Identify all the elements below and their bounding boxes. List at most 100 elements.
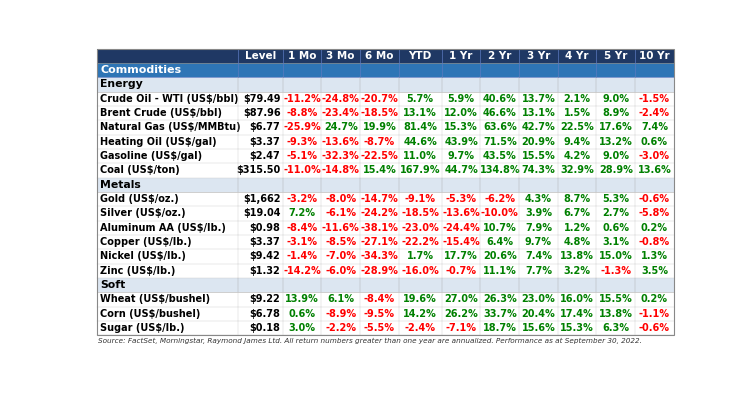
- Text: $1.32: $1.32: [250, 266, 280, 276]
- Text: 8.9%: 8.9%: [602, 108, 629, 118]
- Text: -8.9%: -8.9%: [326, 309, 356, 319]
- Text: -11.2%: -11.2%: [284, 94, 321, 104]
- Text: 6.7%: 6.7%: [564, 208, 591, 219]
- Text: 13.1%: 13.1%: [404, 108, 437, 118]
- Text: -24.2%: -24.2%: [361, 208, 398, 219]
- Text: -27.1%: -27.1%: [361, 237, 398, 247]
- Text: 10 Yr: 10 Yr: [639, 51, 670, 61]
- Text: -2.2%: -2.2%: [326, 323, 356, 333]
- Text: 9.0%: 9.0%: [602, 151, 629, 161]
- Text: -23.0%: -23.0%: [401, 223, 439, 233]
- Text: 3.0%: 3.0%: [289, 323, 316, 333]
- Text: 0.6%: 0.6%: [641, 137, 668, 147]
- Text: 20.4%: 20.4%: [521, 309, 555, 319]
- Text: $0.18: $0.18: [250, 323, 280, 333]
- Text: -14.7%: -14.7%: [361, 194, 398, 204]
- Text: 24.7%: 24.7%: [324, 123, 358, 132]
- Bar: [97, 49, 674, 63]
- Text: Sugar (US$/lb.): Sugar (US$/lb.): [100, 323, 184, 333]
- Text: 9.4%: 9.4%: [564, 137, 591, 147]
- Text: Gasoline (US$/gal): Gasoline (US$/gal): [100, 151, 202, 161]
- Text: 44.7%: 44.7%: [444, 165, 478, 175]
- Text: 15.3%: 15.3%: [444, 123, 478, 132]
- Text: 33.7%: 33.7%: [483, 309, 517, 319]
- Text: -0.6%: -0.6%: [639, 323, 670, 333]
- Text: 15.4%: 15.4%: [362, 165, 396, 175]
- Text: 6.3%: 6.3%: [602, 323, 629, 333]
- Text: 9.7%: 9.7%: [525, 237, 552, 247]
- Text: 22.5%: 22.5%: [560, 123, 594, 132]
- Text: 4.3%: 4.3%: [525, 194, 552, 204]
- Text: 3 Mo: 3 Mo: [326, 51, 355, 61]
- Bar: [97, 307, 674, 321]
- Text: $2.47: $2.47: [250, 151, 280, 161]
- Text: 7.7%: 7.7%: [525, 266, 552, 276]
- Bar: [97, 106, 674, 120]
- Text: 46.6%: 46.6%: [483, 108, 517, 118]
- Text: 4 Yr: 4 Yr: [566, 51, 589, 61]
- Text: -22.2%: -22.2%: [401, 237, 439, 247]
- Text: 9.0%: 9.0%: [602, 94, 629, 104]
- Text: $6.78: $6.78: [250, 309, 280, 319]
- Text: 167.9%: 167.9%: [400, 165, 440, 175]
- Text: -0.8%: -0.8%: [639, 237, 670, 247]
- Text: Soft: Soft: [100, 280, 125, 290]
- Text: -10.0%: -10.0%: [481, 208, 519, 219]
- Text: Copper (US$/lb.): Copper (US$/lb.): [100, 237, 192, 247]
- Text: -24.4%: -24.4%: [442, 223, 480, 233]
- Bar: [97, 292, 674, 307]
- Text: 17.6%: 17.6%: [599, 123, 633, 132]
- Text: -5.3%: -5.3%: [446, 194, 476, 204]
- Text: 13.2%: 13.2%: [599, 137, 633, 147]
- Text: -25.9%: -25.9%: [284, 123, 321, 132]
- Text: -13.6%: -13.6%: [442, 208, 480, 219]
- Text: 15.3%: 15.3%: [560, 323, 594, 333]
- Text: -34.3%: -34.3%: [361, 252, 398, 261]
- Text: Brent Crude (US$/bbl): Brent Crude (US$/bbl): [100, 108, 222, 118]
- Text: -6.1%: -6.1%: [326, 208, 356, 219]
- Bar: [97, 278, 674, 292]
- Text: YTD: YTD: [409, 51, 432, 61]
- Text: 7.9%: 7.9%: [525, 223, 552, 233]
- Text: 13.8%: 13.8%: [598, 309, 633, 319]
- Text: 81.4%: 81.4%: [404, 123, 437, 132]
- Text: $3.37: $3.37: [250, 237, 280, 247]
- Text: 11.0%: 11.0%: [404, 151, 437, 161]
- Text: 28.9%: 28.9%: [598, 165, 633, 175]
- Text: Commodities: Commodities: [100, 65, 182, 75]
- Text: -1.5%: -1.5%: [639, 94, 670, 104]
- Text: Heating Oil (US$/gal): Heating Oil (US$/gal): [100, 137, 217, 147]
- Text: Metals: Metals: [100, 180, 141, 190]
- Text: $19.04: $19.04: [243, 208, 280, 219]
- Text: Energy: Energy: [100, 79, 143, 90]
- Text: 1.2%: 1.2%: [564, 223, 591, 233]
- Text: 15.6%: 15.6%: [521, 323, 555, 333]
- Text: 9.7%: 9.7%: [448, 151, 475, 161]
- Text: 2.7%: 2.7%: [602, 208, 629, 219]
- Text: -1.1%: -1.1%: [639, 309, 670, 319]
- Text: -18.5%: -18.5%: [361, 108, 398, 118]
- Text: 43.9%: 43.9%: [444, 137, 478, 147]
- Bar: [97, 178, 674, 192]
- Text: $9.22: $9.22: [250, 294, 280, 305]
- Text: Natural Gas (US$/MMBtu): Natural Gas (US$/MMBtu): [100, 123, 241, 132]
- Text: -7.1%: -7.1%: [446, 323, 476, 333]
- Bar: [97, 192, 674, 206]
- Text: -7.0%: -7.0%: [326, 252, 356, 261]
- Text: -8.7%: -8.7%: [364, 137, 395, 147]
- Text: 13.9%: 13.9%: [285, 294, 319, 305]
- Text: $79.49: $79.49: [243, 94, 280, 104]
- Text: 15.5%: 15.5%: [599, 294, 633, 305]
- Text: 134.8%: 134.8%: [479, 165, 520, 175]
- Bar: [97, 264, 674, 278]
- Bar: [97, 220, 674, 235]
- Text: 17.4%: 17.4%: [560, 309, 594, 319]
- Text: Silver (US$/oz.): Silver (US$/oz.): [100, 208, 186, 219]
- Text: 1 Mo: 1 Mo: [288, 51, 316, 61]
- Text: 19.9%: 19.9%: [362, 123, 396, 132]
- Text: 12.0%: 12.0%: [444, 108, 478, 118]
- Text: 6 Mo: 6 Mo: [365, 51, 394, 61]
- Text: 0.2%: 0.2%: [641, 294, 668, 305]
- Text: Zinc (US$/lb.): Zinc (US$/lb.): [100, 266, 176, 276]
- Text: 2.1%: 2.1%: [564, 94, 591, 104]
